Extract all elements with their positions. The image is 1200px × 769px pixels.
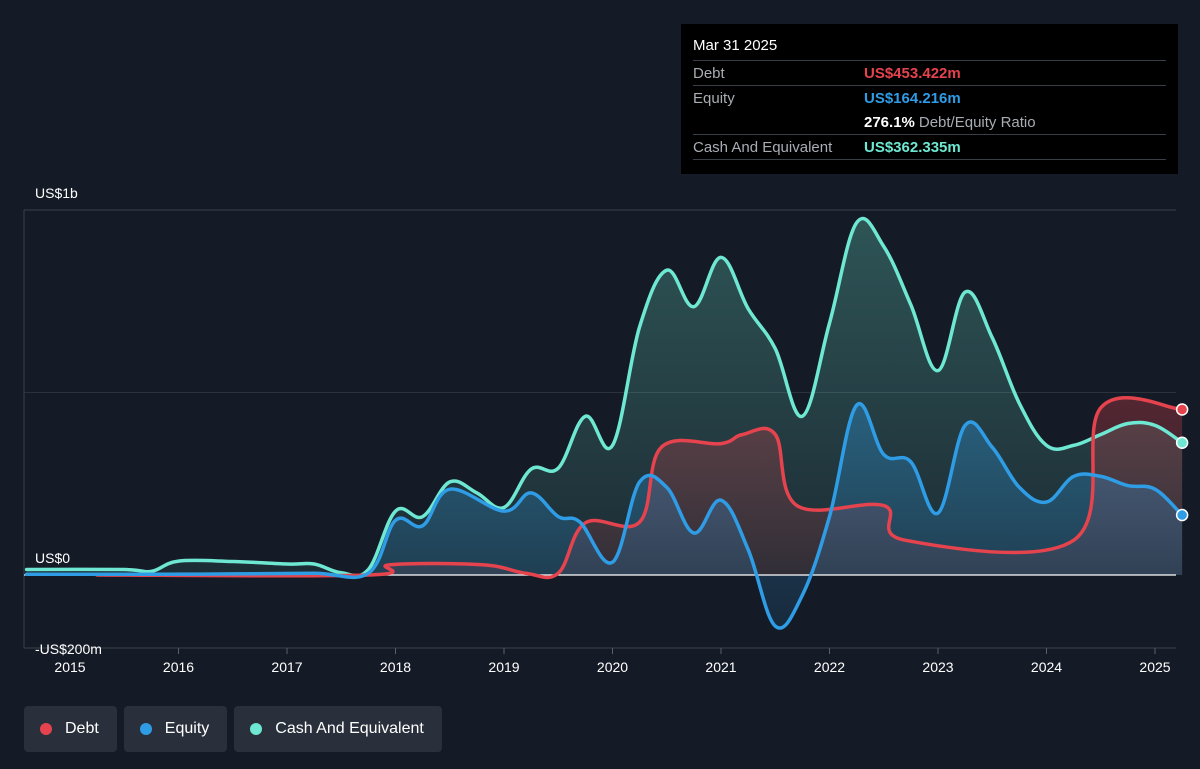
legend-cash-label: Cash And Equivalent	[275, 720, 424, 737]
tooltip-cash-value: US$362.335m	[864, 138, 961, 156]
tooltip-cash-label: Cash And Equivalent	[693, 138, 833, 156]
x-tick-label-2023: 2023	[922, 659, 953, 675]
x-tick-label-2020: 2020	[597, 659, 628, 675]
x-tick-label-2021: 2021	[705, 659, 736, 675]
tooltip-ratio-label: Debt/Equity Ratio	[918, 113, 1036, 131]
y-tick-label-1: US$0	[35, 550, 70, 566]
y-tick-label-2: -US$200m	[35, 641, 102, 657]
legend-debt-label: Debt	[65, 720, 99, 737]
x-tick-label-2025: 2025	[1139, 659, 1170, 675]
hover-tooltip: Mar 31 2025 Debt US$453.422m Equity US$1…	[681, 24, 1178, 174]
tooltip-debt-row: Debt US$453.422m	[693, 60, 1166, 85]
debt-line	[95, 395, 1184, 580]
debt-dot-icon	[40, 723, 52, 735]
tooltip-equity-label: Equity	[693, 89, 735, 107]
line-layer	[24, 216, 1189, 630]
cash-line	[24, 216, 1184, 578]
equity-dot-icon	[139, 723, 152, 735]
legend-item-cash[interactable]: Cash And Equivalent	[234, 706, 442, 752]
debt-end-marker	[1175, 403, 1189, 416]
x-tick-label-2015: 2015	[54, 659, 85, 675]
label-layer: US$1b US$0 -US$200m 2015 2016 2017 2018 2019 202…	[35, 185, 1171, 675]
legend-item-equity[interactable]: Equity	[123, 706, 228, 752]
cash-end-marker	[1175, 436, 1189, 449]
tooltip-ratio-row: 276.1% Debt/Equity Ratio	[693, 110, 1166, 134]
x-tick-label-2019: 2019	[488, 659, 519, 675]
x-tick-label-2024: 2024	[1031, 659, 1062, 675]
tooltip-debt-value: US$453.422m	[864, 64, 961, 82]
tooltip-equity-row: Equity US$164.216m	[693, 85, 1166, 110]
legend-equity-label: Equity	[164, 720, 210, 737]
y-tick-label-0: US$1b	[35, 185, 78, 201]
tooltip-date: Mar 31 2025	[693, 37, 778, 54]
chart-legend: Debt Equity Cash And Equivalent	[24, 706, 442, 752]
legend-item-debt[interactable]: Debt	[24, 706, 117, 752]
cash-dot-icon	[250, 723, 263, 735]
x-tick-label-2018: 2018	[380, 659, 411, 675]
equity-line	[24, 401, 1184, 630]
area-layer	[26, 218, 1183, 629]
tooltip-ratio-value: 276.1%	[864, 113, 915, 131]
tooltip-debt-label: Debt	[693, 64, 725, 82]
x-tick-label-2016: 2016	[163, 659, 194, 675]
x-tick-label-2017: 2017	[271, 659, 302, 675]
x-tick-label-2022: 2022	[814, 659, 845, 675]
tooltip-cash-row: Cash And Equivalent US$362.335m	[693, 134, 1166, 160]
equity-end-marker	[1175, 508, 1189, 522]
tooltip-equity-value: US$164.216m	[864, 89, 961, 107]
